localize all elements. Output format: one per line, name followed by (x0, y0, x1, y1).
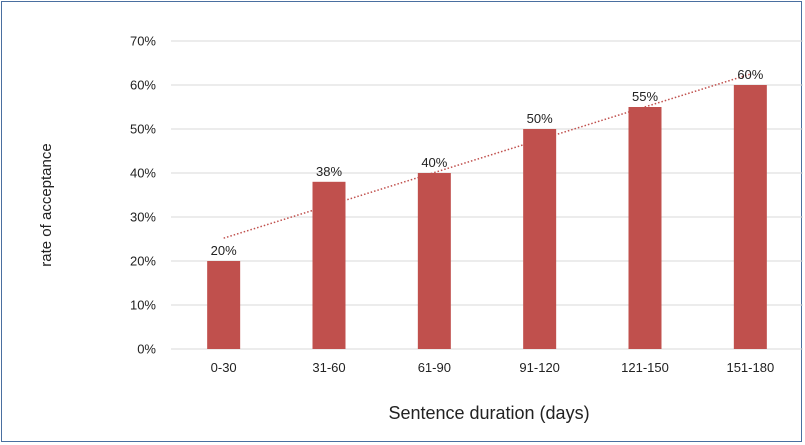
data-label: 50% (527, 111, 553, 126)
x-tick-label: 91-120 (519, 360, 559, 375)
y-tick-label: 30% (130, 210, 156, 225)
y-axis-title: rate of acceptance (38, 143, 55, 266)
data-label: 38% (316, 164, 342, 179)
x-tick-label: 0-30 (211, 360, 237, 375)
y-tick-label: 0% (137, 342, 156, 357)
x-tick-label: 151-180 (726, 360, 774, 375)
data-label: 20% (211, 243, 237, 258)
y-tick-label: 60% (130, 78, 156, 93)
y-tick-label: 20% (130, 254, 156, 269)
x-tick-label: 121-150 (621, 360, 669, 375)
x-tick-label: 31-60 (312, 360, 345, 375)
y-tick-label: 40% (130, 166, 156, 181)
bar-91-120 (523, 129, 557, 349)
trendline (223, 73, 751, 239)
bar-61-90 (417, 173, 451, 349)
bar-151-180 (733, 85, 767, 349)
y-tick-label: 50% (130, 122, 156, 137)
data-label: 55% (632, 89, 658, 104)
data-label: 60% (737, 67, 763, 82)
y-tick-label: 10% (130, 298, 156, 313)
bar-0-30 (207, 261, 241, 349)
bar-121-150 (628, 107, 662, 349)
bar-31-60 (312, 181, 346, 349)
x-axis-title: Sentence duration (days) (388, 403, 589, 423)
x-tick-label: 61-90 (418, 360, 451, 375)
data-label: 40% (421, 155, 447, 170)
y-tick-label: 70% (130, 34, 156, 49)
